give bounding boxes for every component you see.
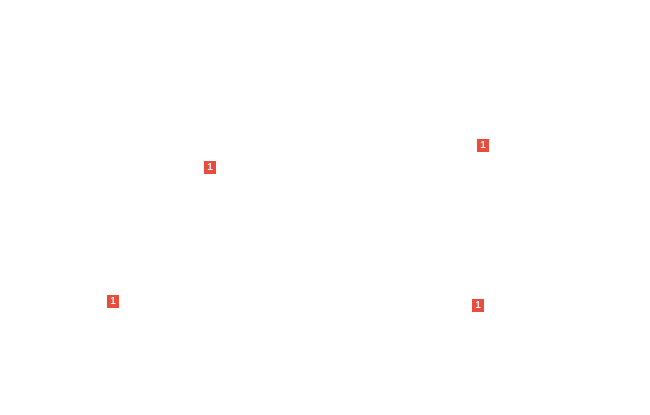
callout-badge-4[interactable]: 1 [472,299,484,312]
callout-badge-1[interactable]: 1 [204,161,216,174]
callout-badge-3[interactable]: 1 [107,295,119,308]
callout-badge-2[interactable]: 1 [477,139,489,152]
